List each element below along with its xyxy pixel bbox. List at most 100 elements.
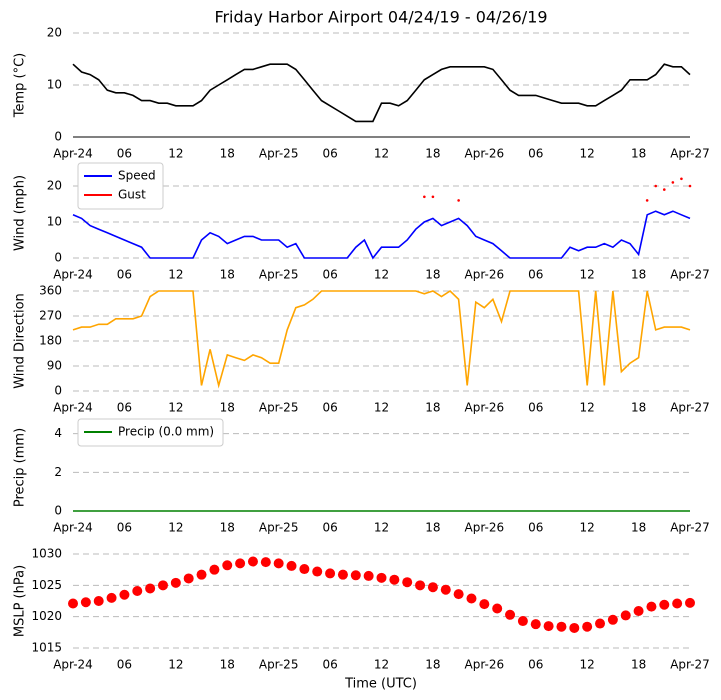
data-point [453,589,464,600]
data-point [389,574,400,585]
x-tick-label: 12 [374,521,389,535]
y-tick-label: 4 [54,426,62,440]
y-tick-label: 360 [39,284,62,298]
y-tick-label: 270 [39,309,62,323]
data-point [363,570,374,581]
data-point [582,621,593,632]
series-line [72,289,691,389]
x-tick-label: 18 [220,268,235,282]
data-point [427,582,438,593]
data-point [325,568,336,579]
x-tick-label: 06 [322,268,337,282]
x-tick-label: Apr-27 [670,521,710,535]
x-tick-label: Apr-27 [670,658,710,672]
x-tick-label: 18 [220,658,235,672]
x-tick-label: Apr-26 [465,521,505,535]
data-point [222,560,233,571]
y-tick-label: 1020 [31,609,62,623]
data-point [479,599,490,610]
data-point [273,558,284,569]
data-point [423,195,426,199]
y-tick-label: 1025 [31,578,62,592]
data-point [662,188,666,191]
data-point [440,584,451,595]
x-tick-label: Apr-25 [259,401,299,415]
y-tick-label: 20 [47,26,62,40]
data-point [196,569,207,580]
data-point [183,573,194,584]
data-point [170,577,181,588]
data-point [132,585,143,596]
x-tick-label: 12 [580,401,595,415]
data-point [646,601,657,612]
x-tick-label: 18 [220,147,235,161]
data-point [106,592,117,603]
data-point [431,195,435,199]
x-tick-label: 12 [580,521,595,535]
series-line [72,210,691,260]
x-tick-label: Apr-25 [259,268,299,282]
x-tick-label: Apr-25 [259,658,299,672]
x-tick-label: 18 [631,147,646,161]
x-tick-label: 06 [322,658,337,672]
x-tick-label: Apr-27 [670,147,710,161]
data-point [376,572,387,583]
legend: Speed Gust [77,162,164,210]
data-point [530,619,541,630]
x-tick-label: 18 [425,147,440,161]
x-tick-label: Apr-24 [53,401,93,415]
y-tick-label: 0 [54,251,62,265]
x-tick-label: 06 [528,521,543,535]
x-tick-label: Apr-24 [53,521,93,535]
x-tick-label: Apr-24 [53,658,93,672]
x-tick-label: 12 [168,521,183,535]
x-tick-label: 06 [322,521,337,535]
x-tick-label: Apr-26 [465,147,505,161]
x-tick-label: Apr-26 [465,268,505,282]
data-point [145,583,156,594]
y-tick-label: 1015 [31,641,62,655]
x-tick-label: 18 [425,401,440,415]
x-tick-label: 06 [528,401,543,415]
x-tick-label: 06 [322,401,337,415]
y-tick-label: 1030 [31,547,62,561]
y-tick-label: 10 [47,78,62,92]
y-tick-label: 180 [39,334,62,348]
legend-label: Gust [118,188,146,202]
chart-title: Friday Harbor Airport 04/24/19 - 04/26/1… [214,8,547,27]
data-point [556,621,567,632]
y-axis-label: Wind (mph) [13,175,28,251]
x-tick-label: Apr-27 [670,268,710,282]
x-axis-label: Time (UTC) [344,677,417,692]
x-tick-label: 12 [580,268,595,282]
legend-label: Speed [118,169,156,183]
y-tick-label: 90 [47,359,62,373]
x-tick-label: 06 [528,658,543,672]
x-tick-label: 18 [631,521,646,535]
data-point [299,564,310,575]
data-point [466,593,477,604]
y-axis-label: Precip (mm) [13,428,28,507]
data-point [645,199,649,202]
data-point [235,558,246,569]
data-point [492,603,503,614]
series-line [72,63,691,123]
data-point [350,570,361,581]
data-point [654,184,658,188]
x-tick-label: 06 [528,268,543,282]
data-point [260,557,271,568]
x-tick-label: 18 [220,521,235,535]
y-tick-label: 10 [47,215,62,229]
data-point [607,614,618,625]
x-tick-label: Apr-26 [465,658,505,672]
x-tick-label: Apr-25 [259,147,299,161]
legend-box [77,162,164,210]
data-point [659,599,670,610]
legend-label: Precip (0.0 mm) [118,425,214,439]
y-axis-label: Wind Direction [13,293,28,389]
x-tick-label: 12 [168,401,183,415]
data-point [312,566,323,577]
y-tick-label: 0 [54,130,62,144]
x-tick-label: 06 [117,268,132,282]
data-point [68,598,78,609]
